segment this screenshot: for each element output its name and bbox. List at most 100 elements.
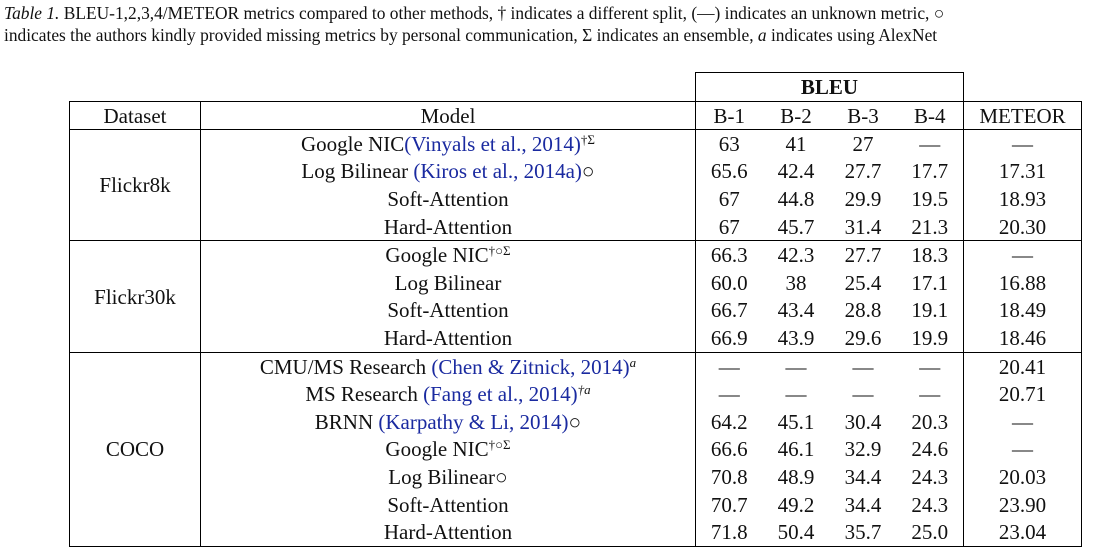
model-header: Model: [200, 101, 696, 130]
model-cell: Google NIC†○Σ: [200, 240, 696, 269]
value-cell: 66.9: [710, 325, 748, 350]
meteor-header: METEOR: [963, 101, 1082, 130]
meteor-cell: 20.03: [963, 463, 1082, 491]
model-cell: Hard-Attention: [200, 518, 696, 547]
value-cell: 28.8: [844, 298, 882, 323]
table-row: Log Bilinear○ 70.8 48.9 34.4 24.3 20.03: [70, 463, 1082, 491]
model-cell: Soft-Attention: [200, 185, 696, 213]
table-row: Hard-Attention 67 45.7 31.4 21.3 20.30: [70, 212, 1082, 241]
value-cell: 50.4: [762, 518, 830, 547]
citation-link[interactable]: (Karpathy & Li, 2014): [378, 409, 569, 434]
value-cell: 19.5: [896, 185, 964, 213]
bleu-group-header: BLEU: [695, 72, 964, 102]
value-cell: 66.3: [695, 240, 763, 269]
table-row: Flickr30k Google NIC†○Σ 66.3 42.3 27.7 1…: [69, 240, 1082, 353]
table-row: Soft-Attention 70.7 49.2 34.4 24.3 23.90: [70, 490, 1082, 519]
value-cell: —: [829, 351, 897, 381]
meteor-cell: 20.30: [963, 212, 1082, 241]
meteor-cell: 17.31: [963, 157, 1082, 186]
value-cell: 42.3: [762, 240, 830, 269]
value-cell: 45.7: [777, 214, 815, 239]
results-table: BLEU Dataset Model B-1 B-2 B-3 B-4 METEO…: [69, 72, 1082, 547]
value-cell: 45.1: [777, 409, 815, 434]
value-cell: 20.3: [896, 407, 964, 436]
table-row: Hard-Attention 66.9 43.9 29.6 19.9 18.46: [70, 324, 1082, 353]
value-cell: 29.9: [844, 186, 882, 211]
value-cell: 27: [852, 131, 874, 156]
value-cell: 31.4: [844, 214, 882, 239]
value-cell: 17.1: [896, 268, 964, 297]
b2-header: B-2: [762, 101, 830, 130]
value-cell: —: [896, 380, 964, 408]
group-header-row: BLEU: [70, 72, 1082, 102]
value-cell: 63: [718, 131, 740, 156]
value-cell: 66.6: [710, 437, 748, 462]
dataset-flickr30k: Flickr30k: [69, 240, 201, 353]
value-cell: 25.0: [896, 518, 964, 547]
value-cell: 19.1: [896, 296, 964, 325]
value-cell: —: [852, 382, 874, 407]
value-cell: 24.6: [896, 435, 964, 464]
value-cell: 21.3: [896, 212, 964, 241]
meteor-cell: 23.90: [963, 490, 1082, 519]
table-row: Hard-Attention 71.8 50.4 35.7 25.0 23.04: [70, 518, 1082, 547]
model-cell: Log Bilinear○: [200, 463, 696, 491]
meteor-cell: 20.41: [963, 351, 1082, 381]
meteor-cell: 23.04: [963, 518, 1082, 547]
citation-link[interactable]: (Chen & Zitnick, 2014): [431, 354, 630, 379]
value-cell: 32.9: [844, 437, 882, 462]
citation-link[interactable]: (Vinyals et al., 2014): [404, 131, 581, 156]
value-cell: 43.9: [777, 325, 815, 350]
table-row: Soft-Attention 66.7 43.4 28.8 19.1 18.49: [70, 296, 1082, 325]
dataset-coco: COCO: [69, 351, 201, 547]
table-row: BRNN (Karpathy & Li, 2014)○ 64.2 45.1 30…: [70, 407, 1082, 436]
caption-line-2: indicates the authors kindly provided mi…: [4, 24, 1114, 46]
table-caption: Table 1. BLEU-1,2,3,4/METEOR metrics com…: [4, 2, 1114, 46]
dataset-header: Dataset: [69, 101, 201, 130]
model-cell: Log Bilinear: [200, 268, 696, 297]
value-cell: 71.8: [695, 518, 763, 547]
value-cell: 24.3: [896, 490, 964, 519]
value-cell: 24.3: [896, 463, 964, 491]
value-cell: 34.4: [844, 464, 882, 489]
meteor-cell: 18.46: [963, 324, 1082, 353]
table-row: Log Bilinear 60.0 38 25.4 17.1 16.88: [70, 268, 1082, 297]
value-cell: 25.4: [844, 270, 882, 295]
value-cell: 67: [718, 186, 740, 211]
b1-header: B-1: [695, 101, 763, 130]
value-cell: 27.7: [844, 159, 882, 184]
table-row: Log Bilinear (Kiros et al., 2014a)○ 65.6…: [70, 157, 1082, 186]
meteor-cell: 18.49: [963, 296, 1082, 325]
citation-link[interactable]: (Kiros et al., 2014a): [413, 159, 582, 184]
value-cell: —: [695, 351, 763, 381]
meteor-cell: —: [963, 240, 1082, 269]
value-cell: 35.7: [829, 518, 897, 547]
caption-line-1: Table 1. BLEU-1,2,3,4/METEOR metrics com…: [4, 2, 1114, 24]
model-cell: Hard-Attention: [200, 324, 696, 353]
model-cell: MS Research (Fang et al., 2014)†a: [200, 380, 696, 408]
value-cell: 65.6: [710, 159, 748, 184]
value-cell: 38: [785, 270, 807, 295]
value-cell: 60.0: [710, 270, 748, 295]
table-row: Flickr8k Google NIC(Vinyals et al., 2014…: [69, 129, 1082, 241]
value-cell: 34.4: [844, 492, 882, 517]
value-cell: —: [896, 129, 964, 158]
table-row: COCO CMU/MS Research (Chen & Zitnick, 20…: [69, 351, 1082, 547]
model-cell: Google NIC(Vinyals et al., 2014)†Σ: [200, 129, 696, 158]
value-cell: 19.9: [896, 324, 964, 353]
citation-link[interactable]: (Fang et al., 2014): [423, 382, 578, 407]
meteor-cell: 18.93: [963, 185, 1082, 213]
column-header-row: Dataset Model B-1 B-2 B-3 B-4 METEOR: [69, 101, 1082, 130]
caption-text-1: BLEU-1,2,3,4/METEOR metrics compared to …: [63, 3, 945, 23]
value-cell: —: [762, 351, 830, 381]
b3-header: B-3: [829, 101, 897, 130]
meteor-cell: —: [963, 129, 1082, 158]
model-cell: Soft-Attention: [200, 490, 696, 519]
value-cell: 27.7: [829, 240, 897, 269]
model-cell: CMU/MS Research (Chen & Zitnick, 2014)a: [200, 351, 696, 381]
caption-text-3: indicates using AlexNet: [770, 25, 938, 45]
value-cell: —: [896, 351, 964, 381]
value-cell: 48.9: [777, 464, 815, 489]
value-cell: 41: [785, 131, 807, 156]
meteor-cell: 20.71: [963, 380, 1082, 408]
